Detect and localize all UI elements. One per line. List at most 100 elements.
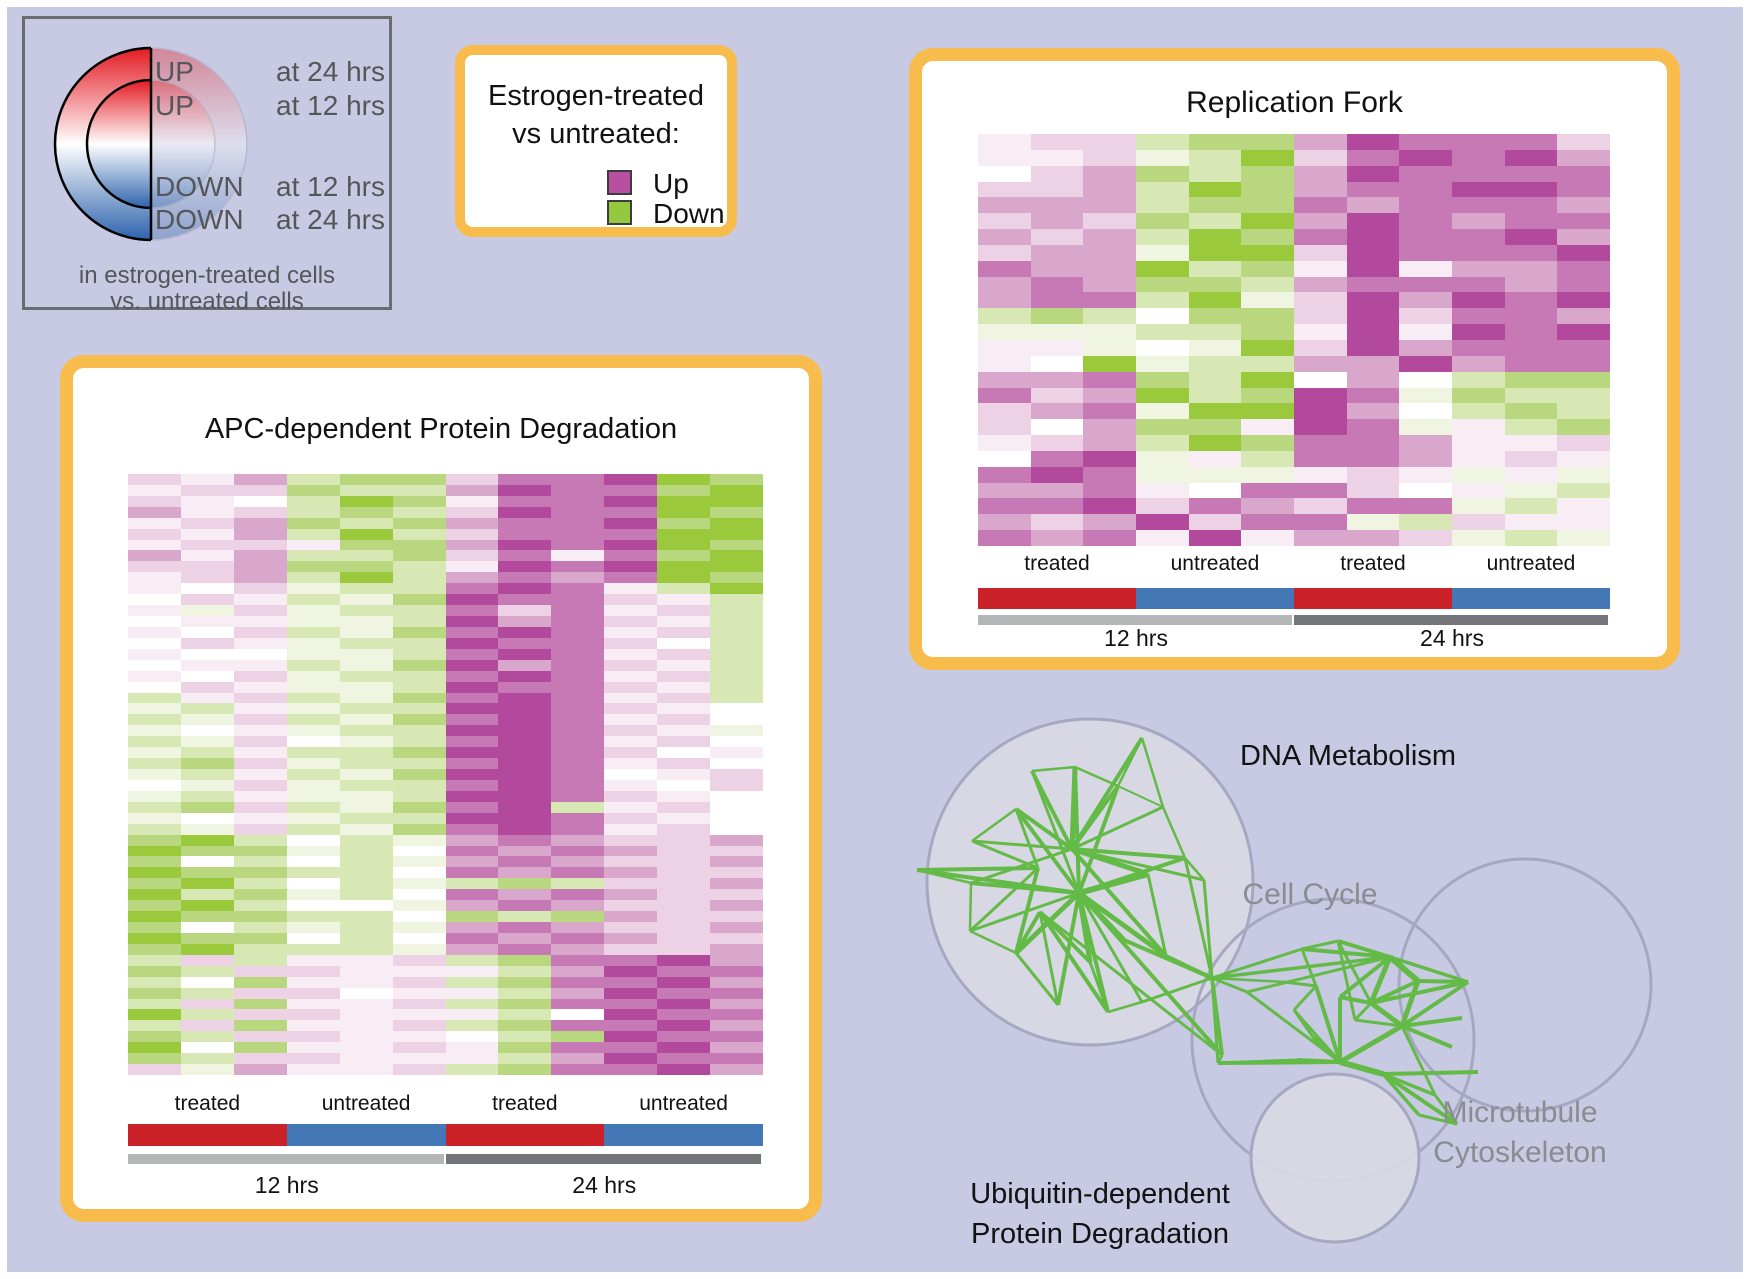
updown-color-legend: Estrogen-treated vs untreated: Up Down (455, 45, 737, 237)
heatmap-cell (180, 856, 234, 868)
heatmap-cell (657, 1031, 711, 1043)
heatmap-cell (1504, 435, 1558, 451)
heatmap-cell (1294, 403, 1347, 420)
heatmap-cell (180, 484, 234, 496)
heatmap-cell (445, 506, 499, 518)
heatmap-cell (1241, 324, 1294, 340)
heatmap-cell (445, 484, 499, 496)
heatmap-cell (286, 539, 340, 551)
heatmap-cell (657, 932, 711, 944)
heatmap-cell (1504, 149, 1558, 166)
heatmap-cell (445, 900, 499, 912)
heatmap-cell (1346, 276, 1400, 293)
heatmap-cell (286, 1053, 340, 1065)
heatmap-cell (1241, 403, 1294, 420)
heatmap-cell (978, 134, 1031, 150)
heatmap-cell (1557, 340, 1610, 356)
heatmap-cell (286, 976, 340, 988)
heatmap-cell (1030, 514, 1084, 531)
heatmap-cell (1346, 213, 1400, 230)
color-bar (445, 1154, 761, 1164)
heatmap-cell (1030, 308, 1084, 325)
network-edge (1014, 910, 1042, 955)
heatmap-cell (286, 626, 340, 638)
heatmap-cell (286, 692, 340, 704)
heatmap-cell (1136, 530, 1189, 546)
heatmap-cell (498, 616, 552, 627)
heatmap-cell (128, 703, 181, 715)
rf-group-label: untreated (1486, 552, 1576, 575)
heatmap-cell (657, 725, 711, 737)
heatmap-cell (1557, 514, 1610, 531)
heatmap-cell (392, 889, 446, 901)
heatmap-cell (1083, 149, 1136, 166)
heatmap-cell (128, 834, 181, 846)
heatmap-cell (286, 703, 340, 715)
heatmap-cell (445, 1064, 499, 1075)
heatmap-cell (1030, 340, 1084, 356)
heatmap-cell (1399, 276, 1452, 293)
heatmap-cell (1241, 292, 1294, 309)
heatmap-cell (551, 736, 605, 748)
heatmap-cell (286, 987, 340, 999)
heatmap-cell (1241, 435, 1294, 451)
heatmap-cell (604, 987, 658, 999)
heatmap-cell (710, 550, 763, 562)
heatmap-cell (1346, 340, 1400, 356)
heatmap-cell (339, 965, 393, 977)
heatmap-cell (233, 1009, 287, 1021)
heatmap-cell (445, 648, 499, 660)
heatmap-cell (286, 561, 340, 573)
heatmap-cell (1399, 181, 1452, 198)
network-edge (1246, 955, 1391, 994)
heatmap-cell (392, 692, 446, 704)
heatmap-cell (1241, 213, 1294, 230)
heatmap-cell (392, 1053, 446, 1065)
heatmap-cell (604, 998, 658, 1010)
timepoint-legend: UP at 24 hrs UP at 12 hrs DOWN at 12 hrs… (22, 16, 392, 315)
heatmap-cell (604, 747, 658, 759)
heatmap-cell (710, 998, 763, 1010)
heatmap-cell (445, 517, 499, 529)
heatmap-cell (128, 976, 181, 988)
heatmap-cell (710, 769, 763, 780)
heatmap-cell (604, 626, 658, 638)
heatmap-cell (1452, 530, 1505, 546)
network-edge (1300, 948, 1318, 987)
heatmap-cell (128, 801, 181, 813)
up-down-rings-icon (53, 46, 248, 242)
network-edge (1038, 911, 1060, 1006)
heatmap-cell (233, 484, 287, 496)
color-bar (128, 1154, 444, 1164)
heatmap-cell (1241, 498, 1294, 515)
heatmap-cell (498, 889, 552, 901)
heatmap-cell (1346, 403, 1400, 420)
heatmap-cell (1557, 419, 1610, 436)
heatmap-cell (233, 801, 287, 813)
heatmap-cell (1241, 530, 1294, 546)
heatmap-cell (978, 403, 1031, 420)
heatmap-cell (286, 637, 340, 649)
heatmap-cell (657, 517, 711, 529)
heatmap-cell (286, 572, 340, 584)
heatmap-cell (128, 474, 181, 485)
heatmap-cell (1452, 260, 1505, 277)
heatmap-cell (1030, 181, 1084, 198)
heatmap-cell (657, 692, 711, 704)
apc-panel-title: APC-dependent Protein Degradation (204, 413, 678, 445)
heatmap-cell (1083, 514, 1136, 531)
heatmap-cell (604, 659, 658, 671)
heatmap-cell (710, 856, 763, 868)
heatmap-cell (1136, 244, 1189, 261)
heatmap-cell (339, 889, 393, 901)
heatmap-cell (180, 911, 234, 923)
heatmap-cell (445, 474, 499, 485)
heatmap-cell (128, 845, 181, 857)
heatmap-cell (128, 648, 181, 660)
heatmap-cell (710, 681, 763, 693)
heatmap-cell (286, 845, 340, 857)
rf-group-label: untreated (1170, 552, 1260, 575)
heatmap-cell (233, 594, 287, 606)
heatmap-cell (1452, 498, 1505, 515)
heatmap-cell (339, 605, 393, 617)
